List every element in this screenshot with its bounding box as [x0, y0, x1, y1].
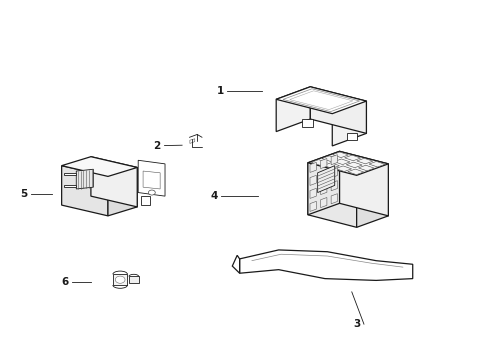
Polygon shape	[309, 162, 316, 172]
Polygon shape	[330, 168, 337, 178]
Polygon shape	[335, 166, 351, 171]
Polygon shape	[346, 162, 362, 168]
Polygon shape	[276, 87, 310, 132]
Polygon shape	[330, 155, 337, 165]
Polygon shape	[301, 119, 312, 127]
Polygon shape	[141, 196, 150, 205]
Polygon shape	[346, 134, 356, 140]
Polygon shape	[309, 188, 316, 198]
Text: 6: 6	[61, 277, 68, 287]
Polygon shape	[307, 151, 387, 175]
Polygon shape	[356, 164, 387, 227]
Polygon shape	[276, 87, 366, 114]
Polygon shape	[91, 157, 137, 207]
Polygon shape	[356, 158, 372, 164]
Polygon shape	[76, 169, 93, 189]
Polygon shape	[309, 201, 316, 211]
Polygon shape	[320, 198, 326, 208]
Polygon shape	[113, 274, 127, 285]
Polygon shape	[317, 166, 334, 193]
Polygon shape	[64, 185, 76, 187]
Text: 1: 1	[216, 86, 224, 96]
Polygon shape	[339, 151, 387, 216]
Polygon shape	[320, 171, 326, 181]
Polygon shape	[138, 160, 164, 196]
Polygon shape	[232, 255, 239, 273]
Polygon shape	[321, 156, 337, 161]
Polygon shape	[307, 151, 339, 215]
Text: 3: 3	[352, 319, 360, 329]
Polygon shape	[143, 171, 160, 189]
Polygon shape	[310, 87, 366, 134]
Text: 4: 4	[210, 191, 217, 201]
Polygon shape	[332, 152, 347, 158]
Polygon shape	[64, 173, 76, 175]
Polygon shape	[323, 163, 339, 168]
Polygon shape	[320, 158, 326, 168]
Polygon shape	[331, 101, 366, 146]
Polygon shape	[320, 185, 326, 195]
Polygon shape	[61, 166, 108, 216]
Polygon shape	[309, 175, 316, 185]
Polygon shape	[344, 155, 360, 161]
Polygon shape	[358, 165, 374, 171]
Polygon shape	[239, 250, 412, 280]
Polygon shape	[333, 159, 349, 165]
Polygon shape	[368, 161, 384, 167]
Text: 5: 5	[20, 189, 28, 199]
Polygon shape	[330, 181, 337, 191]
Polygon shape	[129, 276, 139, 283]
Polygon shape	[347, 169, 363, 175]
Polygon shape	[311, 159, 326, 165]
Polygon shape	[307, 163, 356, 227]
Polygon shape	[61, 157, 137, 176]
Text: 2: 2	[153, 140, 161, 150]
Polygon shape	[330, 194, 337, 204]
Circle shape	[148, 190, 155, 195]
Circle shape	[115, 276, 125, 283]
Polygon shape	[108, 167, 137, 216]
